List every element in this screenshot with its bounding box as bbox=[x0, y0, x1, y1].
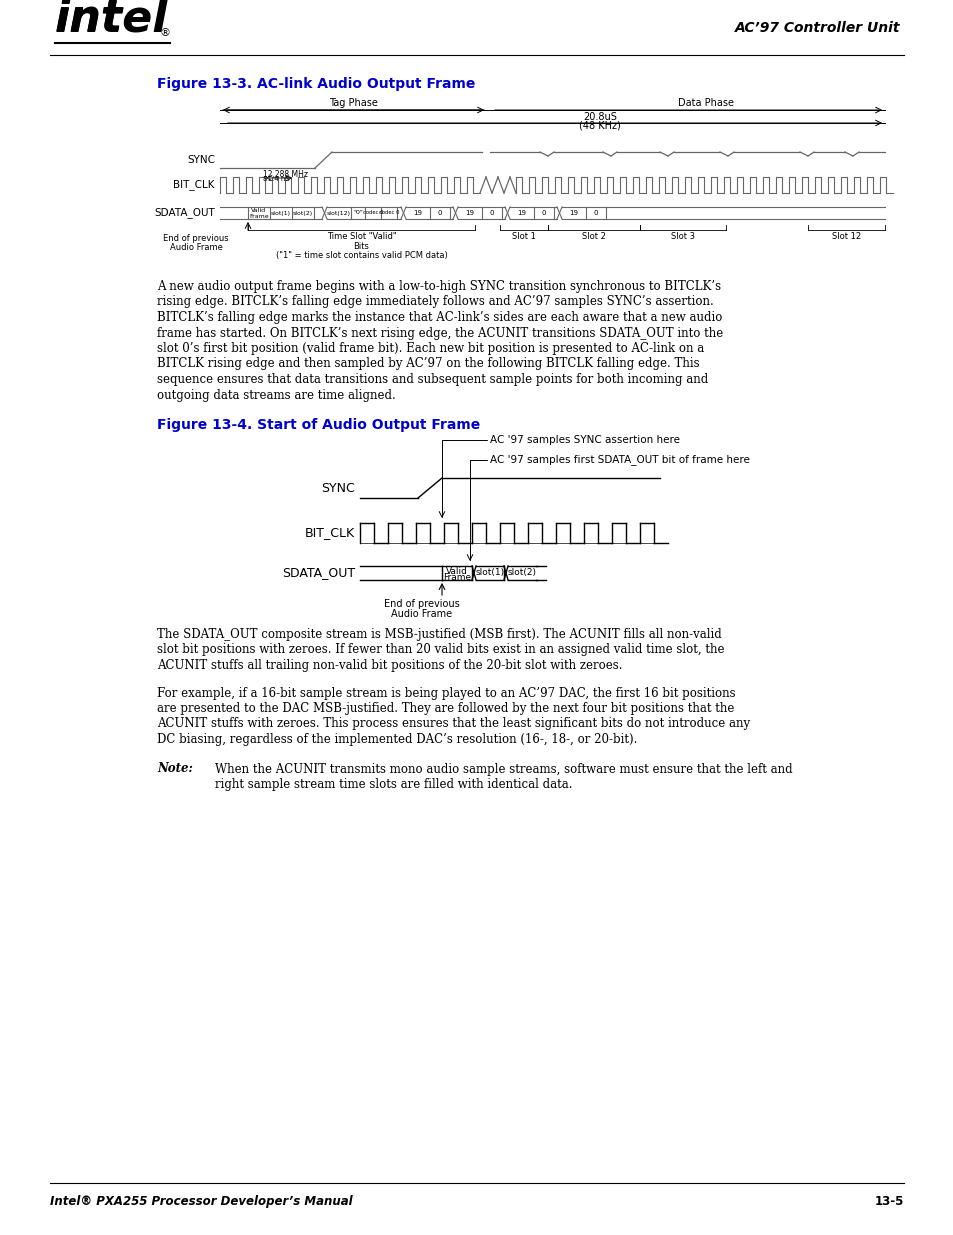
Text: The SDATA_OUT composite stream is MSB-justified (MSB first). The ACUNIT fills al: The SDATA_OUT composite stream is MSB-ju… bbox=[157, 629, 721, 641]
Text: intel: intel bbox=[55, 0, 169, 40]
Text: AC '97 samples SYNC assertion here: AC '97 samples SYNC assertion here bbox=[490, 435, 679, 445]
Text: Frame: Frame bbox=[249, 214, 269, 219]
Text: ®: ® bbox=[160, 28, 171, 38]
Text: Figure 13-4. Start of Audio Output Frame: Figure 13-4. Start of Audio Output Frame bbox=[157, 417, 479, 432]
Text: slot(2): slot(2) bbox=[507, 568, 536, 578]
Text: SYNC: SYNC bbox=[187, 156, 214, 165]
Text: Note:: Note: bbox=[157, 762, 193, 776]
Text: Figure 13-3. AC-link Audio Output Frame: Figure 13-3. AC-link Audio Output Frame bbox=[157, 77, 475, 91]
Text: outgoing data streams are time aligned.: outgoing data streams are time aligned. bbox=[157, 389, 395, 401]
Text: 19: 19 bbox=[413, 210, 422, 216]
Text: int: int bbox=[55, 0, 123, 40]
Text: slot(12): slot(12) bbox=[327, 210, 351, 215]
Text: A new audio output frame begins with a low-to-high SYNC transition synchronous t: A new audio output frame begins with a l… bbox=[157, 280, 720, 293]
Text: SDATA_OUT: SDATA_OUT bbox=[281, 567, 355, 579]
Text: BIT_CLK: BIT_CLK bbox=[305, 526, 355, 540]
Text: codec 0: codec 0 bbox=[362, 210, 383, 215]
Text: Time Slot "Valid": Time Slot "Valid" bbox=[326, 232, 395, 241]
Text: BIT_CLK: BIT_CLK bbox=[173, 179, 214, 190]
Text: Slot 12: Slot 12 bbox=[831, 232, 861, 241]
Text: SYNC: SYNC bbox=[321, 482, 355, 494]
Text: ("1" = time slot contains valid PCM data): ("1" = time slot contains valid PCM data… bbox=[275, 251, 447, 261]
Text: BITCLK’s falling edge marks the instance that AC-link’s sides are each aware tha: BITCLK’s falling edge marks the instance… bbox=[157, 311, 721, 324]
Text: 19: 19 bbox=[465, 210, 474, 216]
Text: Intel® PXA255 Processor Developer’s Manual: Intel® PXA255 Processor Developer’s Manu… bbox=[50, 1195, 353, 1208]
Text: ACUNIT stuffs all trailing non-valid bit positions of the 20-bit slot with zeroe: ACUNIT stuffs all trailing non-valid bit… bbox=[157, 659, 622, 672]
Text: 19: 19 bbox=[569, 210, 578, 216]
Text: End of previous: End of previous bbox=[163, 233, 229, 243]
Text: 0: 0 bbox=[593, 210, 598, 216]
Text: Frame: Frame bbox=[442, 573, 471, 582]
Text: slot(1): slot(1) bbox=[271, 210, 291, 215]
Text: rising edge. BITCLK’s falling edge immediately follows and AC’97 samples SYNC’s : rising edge. BITCLK’s falling edge immed… bbox=[157, 295, 713, 309]
Text: right sample stream time slots are filled with identical data.: right sample stream time slots are fille… bbox=[214, 778, 572, 790]
Text: Valid: Valid bbox=[446, 567, 468, 576]
Text: are presented to the DAC MSB-justified. They are followed by the next four bit p: are presented to the DAC MSB-justified. … bbox=[157, 701, 734, 715]
Text: 81.4 nS: 81.4 nS bbox=[263, 177, 290, 182]
Text: AC '97 samples first SDATA_OUT bit of frame here: AC '97 samples first SDATA_OUT bit of fr… bbox=[490, 454, 749, 466]
Text: codec 0: codec 0 bbox=[378, 210, 399, 215]
Text: End of previous: End of previous bbox=[384, 599, 459, 609]
Text: frame has started. On BITCLK’s next rising edge, the ACUNIT transitions SDATA_OU: frame has started. On BITCLK’s next risi… bbox=[157, 326, 722, 340]
Text: slot(1): slot(1) bbox=[475, 568, 504, 578]
Text: Slot 2: Slot 2 bbox=[581, 232, 605, 241]
Text: 19: 19 bbox=[517, 210, 526, 216]
Text: ACUNIT stuffs with zeroes. This process ensures that the least significant bits : ACUNIT stuffs with zeroes. This process … bbox=[157, 718, 749, 730]
Text: Bits: Bits bbox=[354, 242, 369, 251]
Text: slot(2): slot(2) bbox=[293, 210, 313, 215]
Text: Tag Phase: Tag Phase bbox=[329, 98, 377, 107]
Text: For example, if a 16-bit sample stream is being played to an AC’97 DAC, the firs: For example, if a 16-bit sample stream i… bbox=[157, 687, 735, 699]
Text: AC’97 Controller Unit: AC’97 Controller Unit bbox=[734, 21, 899, 35]
Text: 0: 0 bbox=[541, 210, 546, 216]
Text: Audio Frame: Audio Frame bbox=[170, 243, 222, 252]
Text: 0: 0 bbox=[437, 210, 442, 216]
Text: slot 0’s first bit position (valid frame bit). Each new bit position is presente: slot 0’s first bit position (valid frame… bbox=[157, 342, 703, 354]
Text: Data Phase: Data Phase bbox=[678, 98, 733, 107]
Text: sequence ensures that data transitions and subsequent sample points for both inc: sequence ensures that data transitions a… bbox=[157, 373, 707, 387]
Text: SDATA_OUT: SDATA_OUT bbox=[154, 207, 214, 219]
Text: Valid: Valid bbox=[252, 209, 266, 214]
Text: Slot 3: Slot 3 bbox=[670, 232, 695, 241]
Text: 0: 0 bbox=[489, 210, 494, 216]
Text: "0": "0" bbox=[353, 210, 362, 215]
Text: Slot 1: Slot 1 bbox=[512, 232, 536, 241]
Text: DC biasing, regardless of the implemented DAC’s resolution (16-, 18-, or 20-bit): DC biasing, regardless of the implemente… bbox=[157, 734, 637, 746]
Text: (48 KHz): (48 KHz) bbox=[578, 121, 620, 131]
Text: 12.288 MHz: 12.288 MHz bbox=[263, 170, 308, 179]
Text: slot bit positions with zeroes. If fewer than 20 valid bits exist in an assigned: slot bit positions with zeroes. If fewer… bbox=[157, 643, 723, 657]
Text: When the ACUNIT transmits mono audio sample streams, software must ensure that t: When the ACUNIT transmits mono audio sam… bbox=[214, 762, 792, 776]
Text: Audio Frame: Audio Frame bbox=[391, 609, 452, 619]
Text: 20.8uS: 20.8uS bbox=[582, 112, 617, 122]
Text: BITCLK rising edge and then sampled by AC’97 on the following BITCLK falling edg: BITCLK rising edge and then sampled by A… bbox=[157, 357, 699, 370]
Text: 13-5: 13-5 bbox=[874, 1195, 903, 1208]
